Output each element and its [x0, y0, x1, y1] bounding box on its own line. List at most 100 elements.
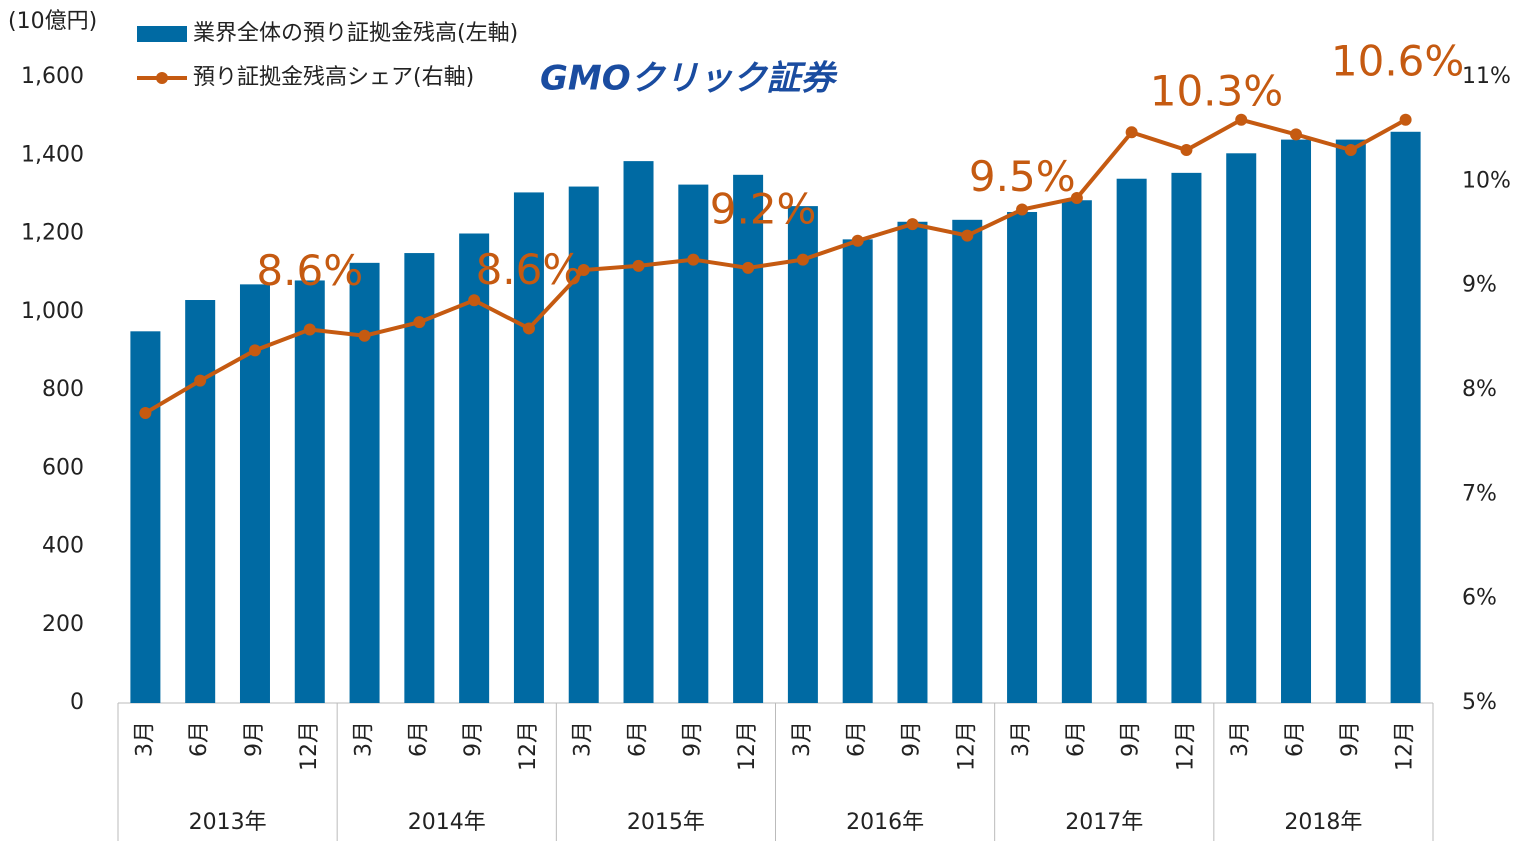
x-tick-label: 9月	[1119, 721, 1144, 757]
value-label: 8.6%	[256, 246, 363, 295]
x-tick-label: 9月	[680, 721, 705, 757]
y2-tick-label: 10%	[1462, 168, 1511, 193]
bar	[897, 221, 928, 703]
line-point	[1290, 128, 1303, 141]
value-label: 9.2%	[710, 184, 817, 233]
bar	[459, 233, 490, 703]
bar	[1335, 139, 1366, 704]
y-tick-label: 600	[42, 455, 84, 480]
x-tick-label: 12月	[516, 721, 541, 771]
x-tick-label: 9月	[1338, 721, 1363, 757]
line-point	[468, 294, 481, 307]
line-point	[1235, 113, 1248, 126]
year-label: 2016年	[846, 810, 924, 835]
y-tick-label: 200	[42, 612, 84, 637]
line-point	[1016, 203, 1029, 216]
year-label: 2018年	[1284, 810, 1362, 835]
y-tick-label: 400	[42, 534, 84, 559]
bar	[623, 161, 654, 703]
x-tick-label: 3月	[790, 721, 815, 757]
line-point	[742, 261, 755, 274]
x-tick-label: 6月	[845, 721, 870, 757]
y2-tick-label: 8%	[1462, 377, 1497, 402]
legend-swatch	[156, 72, 168, 84]
y2-tick-label: 6%	[1462, 586, 1497, 611]
y2-tick-label: 5%	[1462, 690, 1497, 715]
x-tick-label: 6月	[1064, 721, 1089, 757]
y-tick-label: 1,200	[21, 221, 84, 246]
y-tick-label: 0	[70, 690, 84, 715]
line-point	[961, 229, 974, 242]
legend-swatch	[137, 26, 187, 42]
line-point	[687, 253, 700, 266]
x-tick-label: 9月	[242, 721, 267, 757]
line-point	[1399, 113, 1412, 126]
line-point	[522, 322, 535, 335]
y2-tick-label: 11%	[1462, 64, 1511, 89]
x-tick-label: 12月	[297, 721, 322, 771]
y2-tick-label: 9%	[1462, 273, 1497, 298]
y-tick-label: 800	[42, 377, 84, 402]
x-tick-label: 9月	[461, 721, 486, 757]
bar	[185, 300, 216, 703]
legend-label: 預り証拠金残高シェア(右軸)	[193, 65, 474, 90]
line-point	[303, 323, 316, 336]
x-tick-label: 3月	[1228, 721, 1253, 757]
year-label: 2015年	[627, 810, 705, 835]
y-tick-label: 1,000	[21, 299, 84, 324]
x-tick-label: 6月	[406, 721, 431, 757]
line-point	[1125, 126, 1138, 139]
bar	[1061, 200, 1092, 703]
x-tick-label: 3月	[571, 721, 596, 757]
year-label: 2017年	[1065, 810, 1143, 835]
x-tick-label: 3月	[352, 721, 377, 757]
line-point	[248, 344, 261, 357]
bar	[513, 192, 544, 703]
line-point	[194, 374, 207, 387]
x-tick-label: 9月	[899, 721, 924, 757]
line-point	[413, 316, 426, 329]
bar	[952, 219, 983, 703]
line-point	[632, 259, 645, 272]
y2-tick-label: 7%	[1462, 481, 1497, 506]
y-tick-label: 1,600	[21, 64, 84, 89]
line-point	[851, 234, 864, 247]
legend-label: 業界全体の預り証拠金残高(左軸)	[193, 21, 518, 46]
line-point	[358, 329, 371, 342]
bar	[1390, 131, 1421, 703]
line-point	[906, 218, 919, 231]
value-label: 8.6%	[476, 245, 583, 294]
x-tick-label: 3月	[1009, 721, 1034, 757]
line-point	[1070, 192, 1083, 205]
bar	[1007, 211, 1038, 703]
line-point	[796, 253, 809, 266]
bar	[1116, 178, 1147, 704]
bar	[349, 262, 380, 703]
x-tick-label: 12月	[954, 721, 979, 771]
line-point	[577, 264, 590, 277]
bar	[1171, 172, 1202, 703]
value-label: 9.5%	[969, 152, 1076, 201]
logo: GMOクリック証券	[540, 59, 838, 99]
x-tick-label: 3月	[132, 721, 157, 757]
bar	[733, 174, 764, 703]
x-tick-label: 6月	[626, 721, 651, 757]
bar	[842, 239, 873, 703]
bar	[294, 280, 325, 703]
line	[144, 117, 1407, 415]
line-point	[1344, 144, 1357, 157]
value-label: 10.3%	[1150, 67, 1283, 116]
year-label: 2014年	[408, 810, 486, 835]
y-tick-label: 1,400	[21, 142, 84, 167]
x-tick-label: 12月	[1173, 721, 1198, 771]
value-label: 10.6%	[1331, 36, 1464, 85]
line-point	[1180, 144, 1193, 157]
bar	[678, 184, 709, 703]
x-tick-label: 12月	[1393, 721, 1418, 771]
bar	[1281, 139, 1312, 704]
x-tick-label: 6月	[1283, 721, 1308, 757]
bar	[130, 331, 161, 703]
unit-label: (10億円)	[8, 9, 97, 34]
bar	[1226, 153, 1257, 703]
